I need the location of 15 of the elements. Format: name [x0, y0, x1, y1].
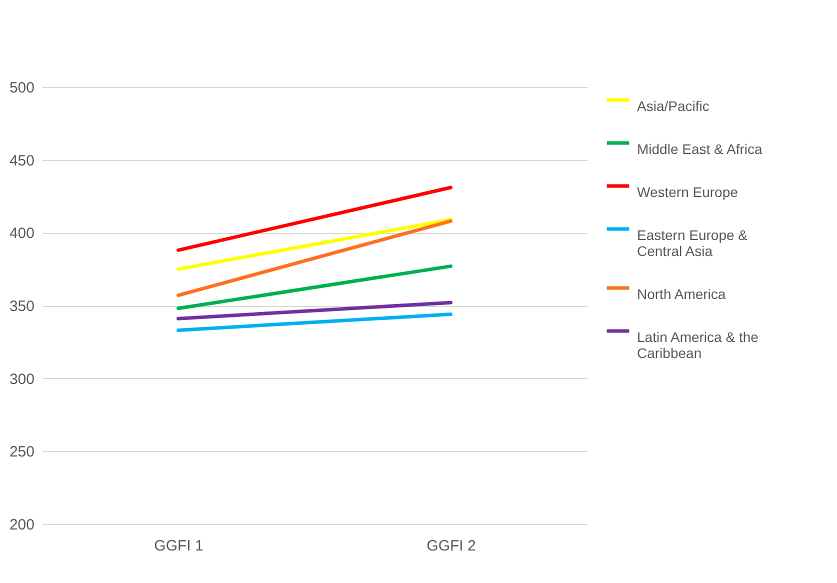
- x-tick-label: GGFI 1: [154, 538, 204, 554]
- y-tick-label: 200: [9, 516, 34, 534]
- legend-label: Western Europe: [637, 184, 738, 200]
- legend-label: Middle East & Africa: [637, 141, 762, 157]
- y-tick-label: 300: [9, 370, 34, 388]
- legend-label: Eastern Europe & Central Asia: [637, 227, 748, 259]
- y-tick-label: 400: [9, 225, 34, 242]
- y-tick-label: 350: [9, 298, 34, 315]
- y-tick-label: 450: [9, 152, 34, 170]
- y-tick-label: 500: [9, 80, 34, 96]
- x-tick-label: GGFI 2: [426, 538, 476, 554]
- y-tick-label: 250: [9, 444, 34, 461]
- legend-label: Latin America & the Caribbean: [637, 329, 759, 361]
- legend-label: Asia/Pacific: [637, 98, 710, 114]
- legend-label: North America: [637, 286, 726, 302]
